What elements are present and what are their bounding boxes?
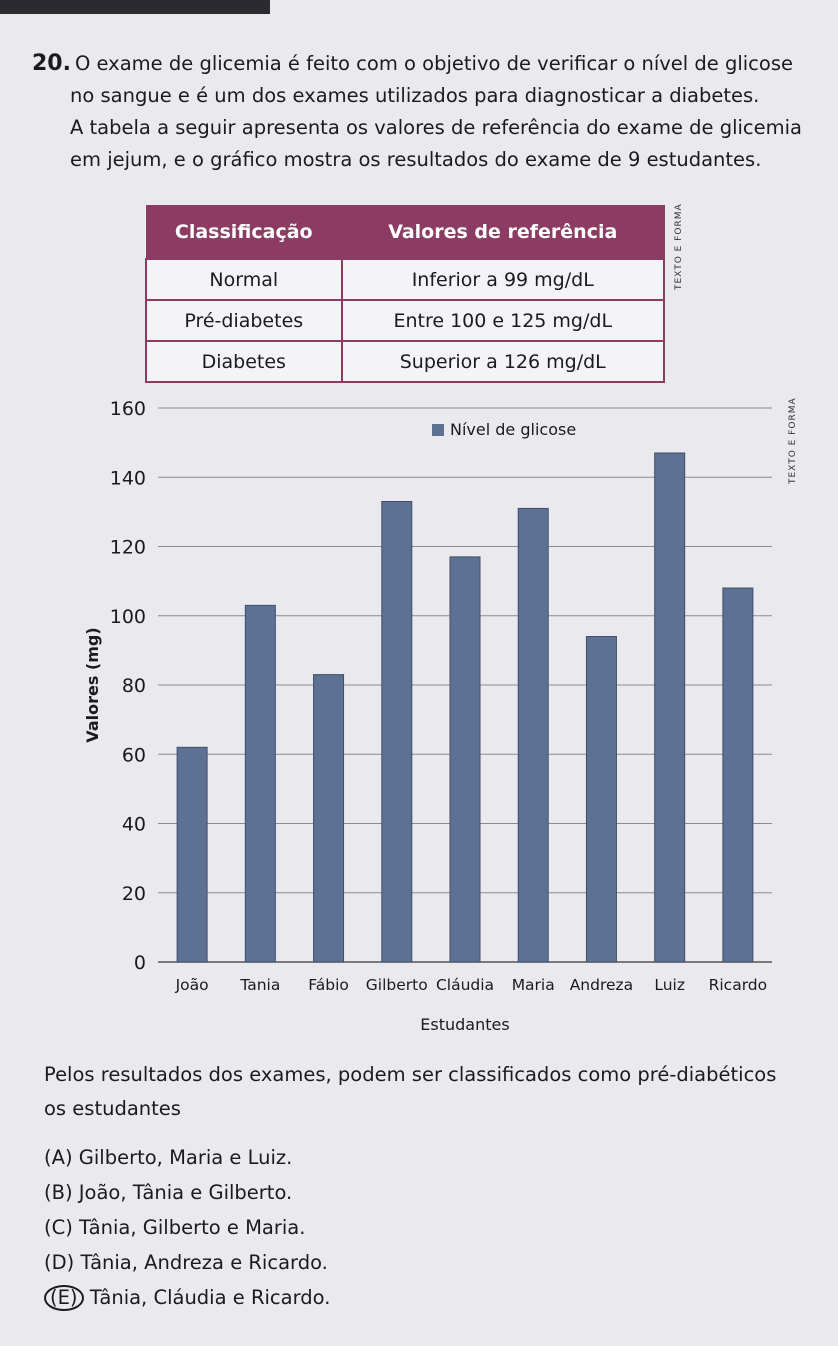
y-axis-label: Valores (mg) (83, 627, 102, 742)
answer-options: (A) Gilberto, Maria e Luiz. (B) João, Tâ… (44, 1140, 804, 1315)
table-row: Diabetes Superior a 126 mg/dL (145, 340, 665, 383)
option-letter: (A) (44, 1146, 73, 1169)
bar (176, 746, 208, 963)
option-c[interactable]: (C) Tânia, Gilberto e Maria. (44, 1210, 804, 1245)
x-tick-label: Ricardo (709, 976, 768, 994)
table-header-classificacao: Classificação (145, 205, 342, 260)
corner-dark-strip (0, 0, 270, 14)
table-cell: Diabetes (145, 340, 343, 383)
option-letter: (B) (44, 1181, 73, 1204)
question-line-3: A tabela a seguir apresenta os valores d… (70, 116, 803, 139)
option-letter: (C) (44, 1216, 73, 1239)
bar (654, 452, 686, 963)
y-tick-label: 160 (110, 398, 146, 420)
question-line-1: 20. O exame de glicemia é feito com o obj… (32, 51, 793, 76)
bar (381, 500, 413, 963)
bar (313, 674, 345, 963)
table-cell: Pré-diabetes (145, 299, 343, 342)
bar (449, 556, 481, 963)
table-header-valores: Valores de referência (341, 205, 665, 260)
table-cell: Entre 100 e 125 mg/dL (340, 299, 665, 342)
y-tick-label: 0 (134, 952, 146, 974)
x-tick-label: Maria (512, 976, 555, 994)
prompt-line-1: Pelos resultados dos exames, podem ser c… (44, 1063, 777, 1086)
table-cell: Superior a 126 mg/dL (340, 340, 665, 383)
option-b[interactable]: (B) João, Tânia e Gilberto. (44, 1175, 804, 1210)
bar (517, 507, 549, 963)
table-cell: Inferior a 99 mg/dL (340, 258, 665, 301)
y-tick-label: 20 (122, 883, 146, 905)
legend-label: Nível de glicose (450, 420, 576, 439)
option-text: Tânia, Andreza e Ricardo. (80, 1251, 328, 1274)
option-text: Gilberto, Maria e Luiz. (78, 1146, 293, 1169)
x-tick-label: João (175, 976, 209, 994)
table-row: Pré-diabetes Entre 100 e 125 mg/dL (145, 299, 665, 342)
side-credit-label: TEXTO E FORMA (674, 203, 684, 290)
question-prompt: Pelos resultados dos exames, podem ser c… (44, 1058, 804, 1126)
option-d[interactable]: (D) Tânia, Andreza e Ricardo. (44, 1245, 804, 1280)
y-tick-label: 120 (110, 537, 146, 559)
question-line-2: no sangue e é um dos exames utilizados p… (70, 84, 760, 107)
bar (722, 587, 754, 963)
option-a[interactable]: (A) Gilberto, Maria e Luiz. (44, 1140, 804, 1175)
bar (585, 636, 617, 963)
x-tick-label: Andreza (570, 976, 633, 994)
x-tick-label: Gilberto (366, 976, 428, 994)
x-tick-label: Fábio (308, 976, 349, 994)
x-axis-label: Estudantes (420, 1015, 509, 1034)
bar (244, 604, 276, 963)
y-tick-label: 60 (122, 744, 146, 766)
option-letter: (D) (44, 1251, 75, 1274)
y-tick-label: 80 (122, 675, 146, 697)
reference-table: Classificação Valores de referência Norm… (145, 205, 665, 383)
option-text: Tânia, Gilberto e Maria. (79, 1216, 306, 1239)
table-header-row: Classificação Valores de referência (145, 205, 665, 260)
y-tick-label: 40 (122, 814, 146, 836)
glucose-bar-chart: 0 20 40 60 80 100 120 140 160 João Tania Fábio Gilbe… (83, 398, 772, 1034)
y-tick-label: 100 (110, 606, 146, 628)
prompt-line-2: os estudantes (44, 1097, 181, 1120)
x-tick-label: Luiz (654, 976, 685, 994)
table-cell: Normal (145, 258, 343, 301)
legend-swatch (432, 424, 444, 436)
option-letter-circled: (E) (44, 1285, 84, 1311)
question-line-4: em jejum, e o gráfico mostra os resultad… (70, 148, 762, 171)
option-text: Tânia, Cláudia e Ricardo. (89, 1286, 331, 1309)
y-tick-label: 140 (110, 467, 146, 489)
x-tick-label: Cláudia (436, 976, 494, 994)
table-row: Normal Inferior a 99 mg/dL (145, 258, 665, 301)
question-number: 20. (32, 51, 71, 76)
x-tick-label: Tania (239, 976, 280, 994)
question-statement: 20. O exame de glicemia é feito com o obj… (32, 48, 802, 176)
option-e[interactable]: (E) Tânia, Cláudia e Ricardo. (44, 1280, 804, 1315)
option-text: João, Tânia e Gilberto. (78, 1181, 293, 1204)
